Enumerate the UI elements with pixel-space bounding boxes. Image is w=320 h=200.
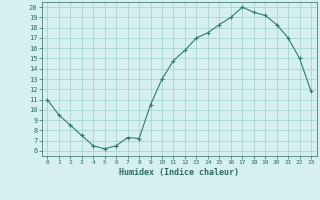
X-axis label: Humidex (Indice chaleur): Humidex (Indice chaleur)	[119, 168, 239, 177]
